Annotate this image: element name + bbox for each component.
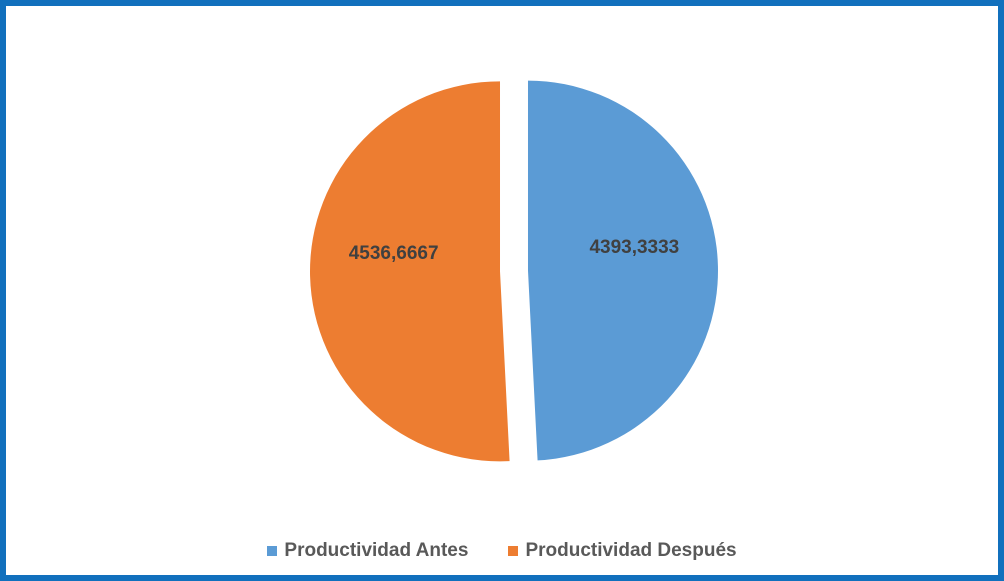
legend-item-despues: Productividad Después bbox=[508, 540, 737, 562]
legend-label-antes: Productividad Antes bbox=[284, 540, 469, 561]
data-label-antes: 4393,3333 bbox=[589, 237, 679, 258]
pie-slice-despues bbox=[310, 81, 510, 462]
legend-label-despues: Productividad Después bbox=[525, 540, 737, 561]
chart-legend: Productividad Antes Productividad Despué… bbox=[0, 540, 1004, 562]
legend-item-antes: Productividad Antes bbox=[267, 540, 468, 562]
legend-swatch-antes bbox=[267, 546, 278, 556]
pie-slice-antes bbox=[527, 80, 718, 461]
legend-swatch-despues bbox=[508, 546, 519, 556]
data-label-despues: 4536,6667 bbox=[349, 243, 439, 264]
